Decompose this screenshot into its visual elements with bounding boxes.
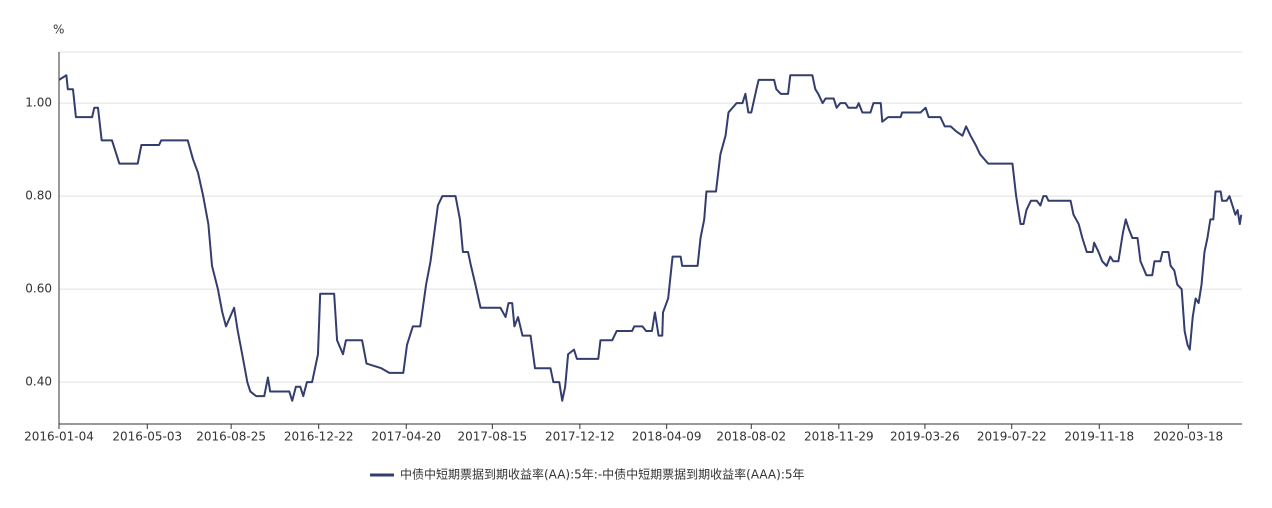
x-tick-label: 2016-12-22	[284, 430, 354, 444]
x-tick-label: 2019-07-22	[977, 430, 1047, 444]
x-tick-label: 2018-11-29	[804, 430, 874, 444]
y-tick-label: 1.00	[25, 96, 52, 110]
x-tick-label: 2019-11-18	[1064, 430, 1134, 444]
legend-label: 中债中短期票据到期收益率(AA):5年:-中债中短期票据到期收益率(AAA):5…	[400, 467, 805, 482]
line-series	[58, 74, 1243, 402]
y-tick-label: 0.60	[25, 282, 52, 296]
x-tick-label: 2016-08-25	[196, 430, 266, 444]
y-tick-label: 0.40	[25, 375, 52, 389]
x-tick-label: 2018-04-09	[632, 430, 702, 444]
x-tick-label: 2019-03-26	[890, 430, 960, 444]
x-tick-label: 2017-04-20	[371, 430, 441, 444]
x-tick-label: 2018-08-02	[716, 430, 786, 444]
x-tick-label: 2016-01-04	[24, 430, 94, 444]
x-tick-label: 2020-03-18	[1153, 430, 1223, 444]
x-tick-label: 2017-08-15	[457, 430, 527, 444]
y-unit: %	[53, 23, 64, 37]
x-tick-label: 2016-05-03	[112, 430, 182, 444]
y-tick-label: 0.80	[25, 189, 52, 203]
x-tick-label: 2017-12-12	[545, 430, 615, 444]
